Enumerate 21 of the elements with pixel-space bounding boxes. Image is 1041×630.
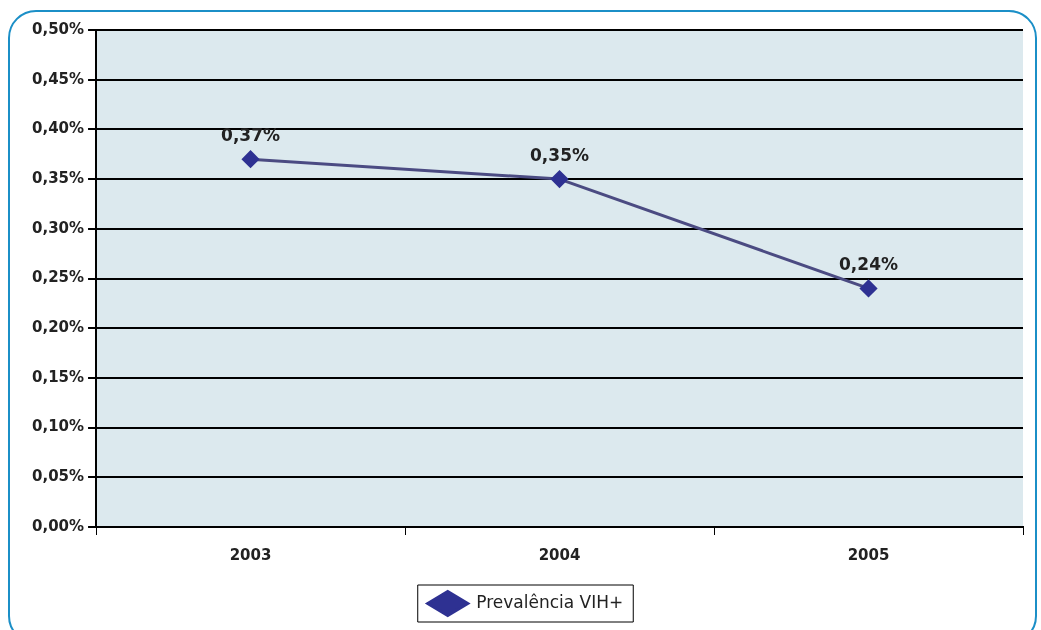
y-tick-label: 0,00% (31, 516, 85, 535)
y-tick-label: 0,20% (31, 318, 85, 337)
point (242, 150, 260, 168)
y-tick-label: 0,15% (31, 367, 85, 386)
y-tick-label: 0,35% (31, 168, 85, 187)
data-label: 0,24% (839, 254, 898, 275)
data-label: 0,37% (221, 125, 281, 146)
y-tick-label: 0,05% (31, 467, 85, 486)
y-tick-label: 0,30% (31, 218, 85, 237)
x-tick-label: 2005 (847, 545, 890, 564)
x-tick-label: 2003 (229, 545, 272, 564)
y-tick-label: 0,10% (31, 417, 85, 436)
data-label: 0,35% (530, 145, 590, 166)
point (860, 279, 878, 297)
y-tick-label: 0,50% (31, 19, 85, 38)
y-tick-label: 0,45% (31, 69, 85, 88)
y-tick-label: 0,40% (31, 119, 85, 138)
y-tick-label: 0,25% (31, 268, 85, 287)
x-tick-label: 2004 (538, 545, 581, 564)
point (551, 170, 569, 188)
legend-label: Prevalência VIH+ (476, 591, 624, 612)
